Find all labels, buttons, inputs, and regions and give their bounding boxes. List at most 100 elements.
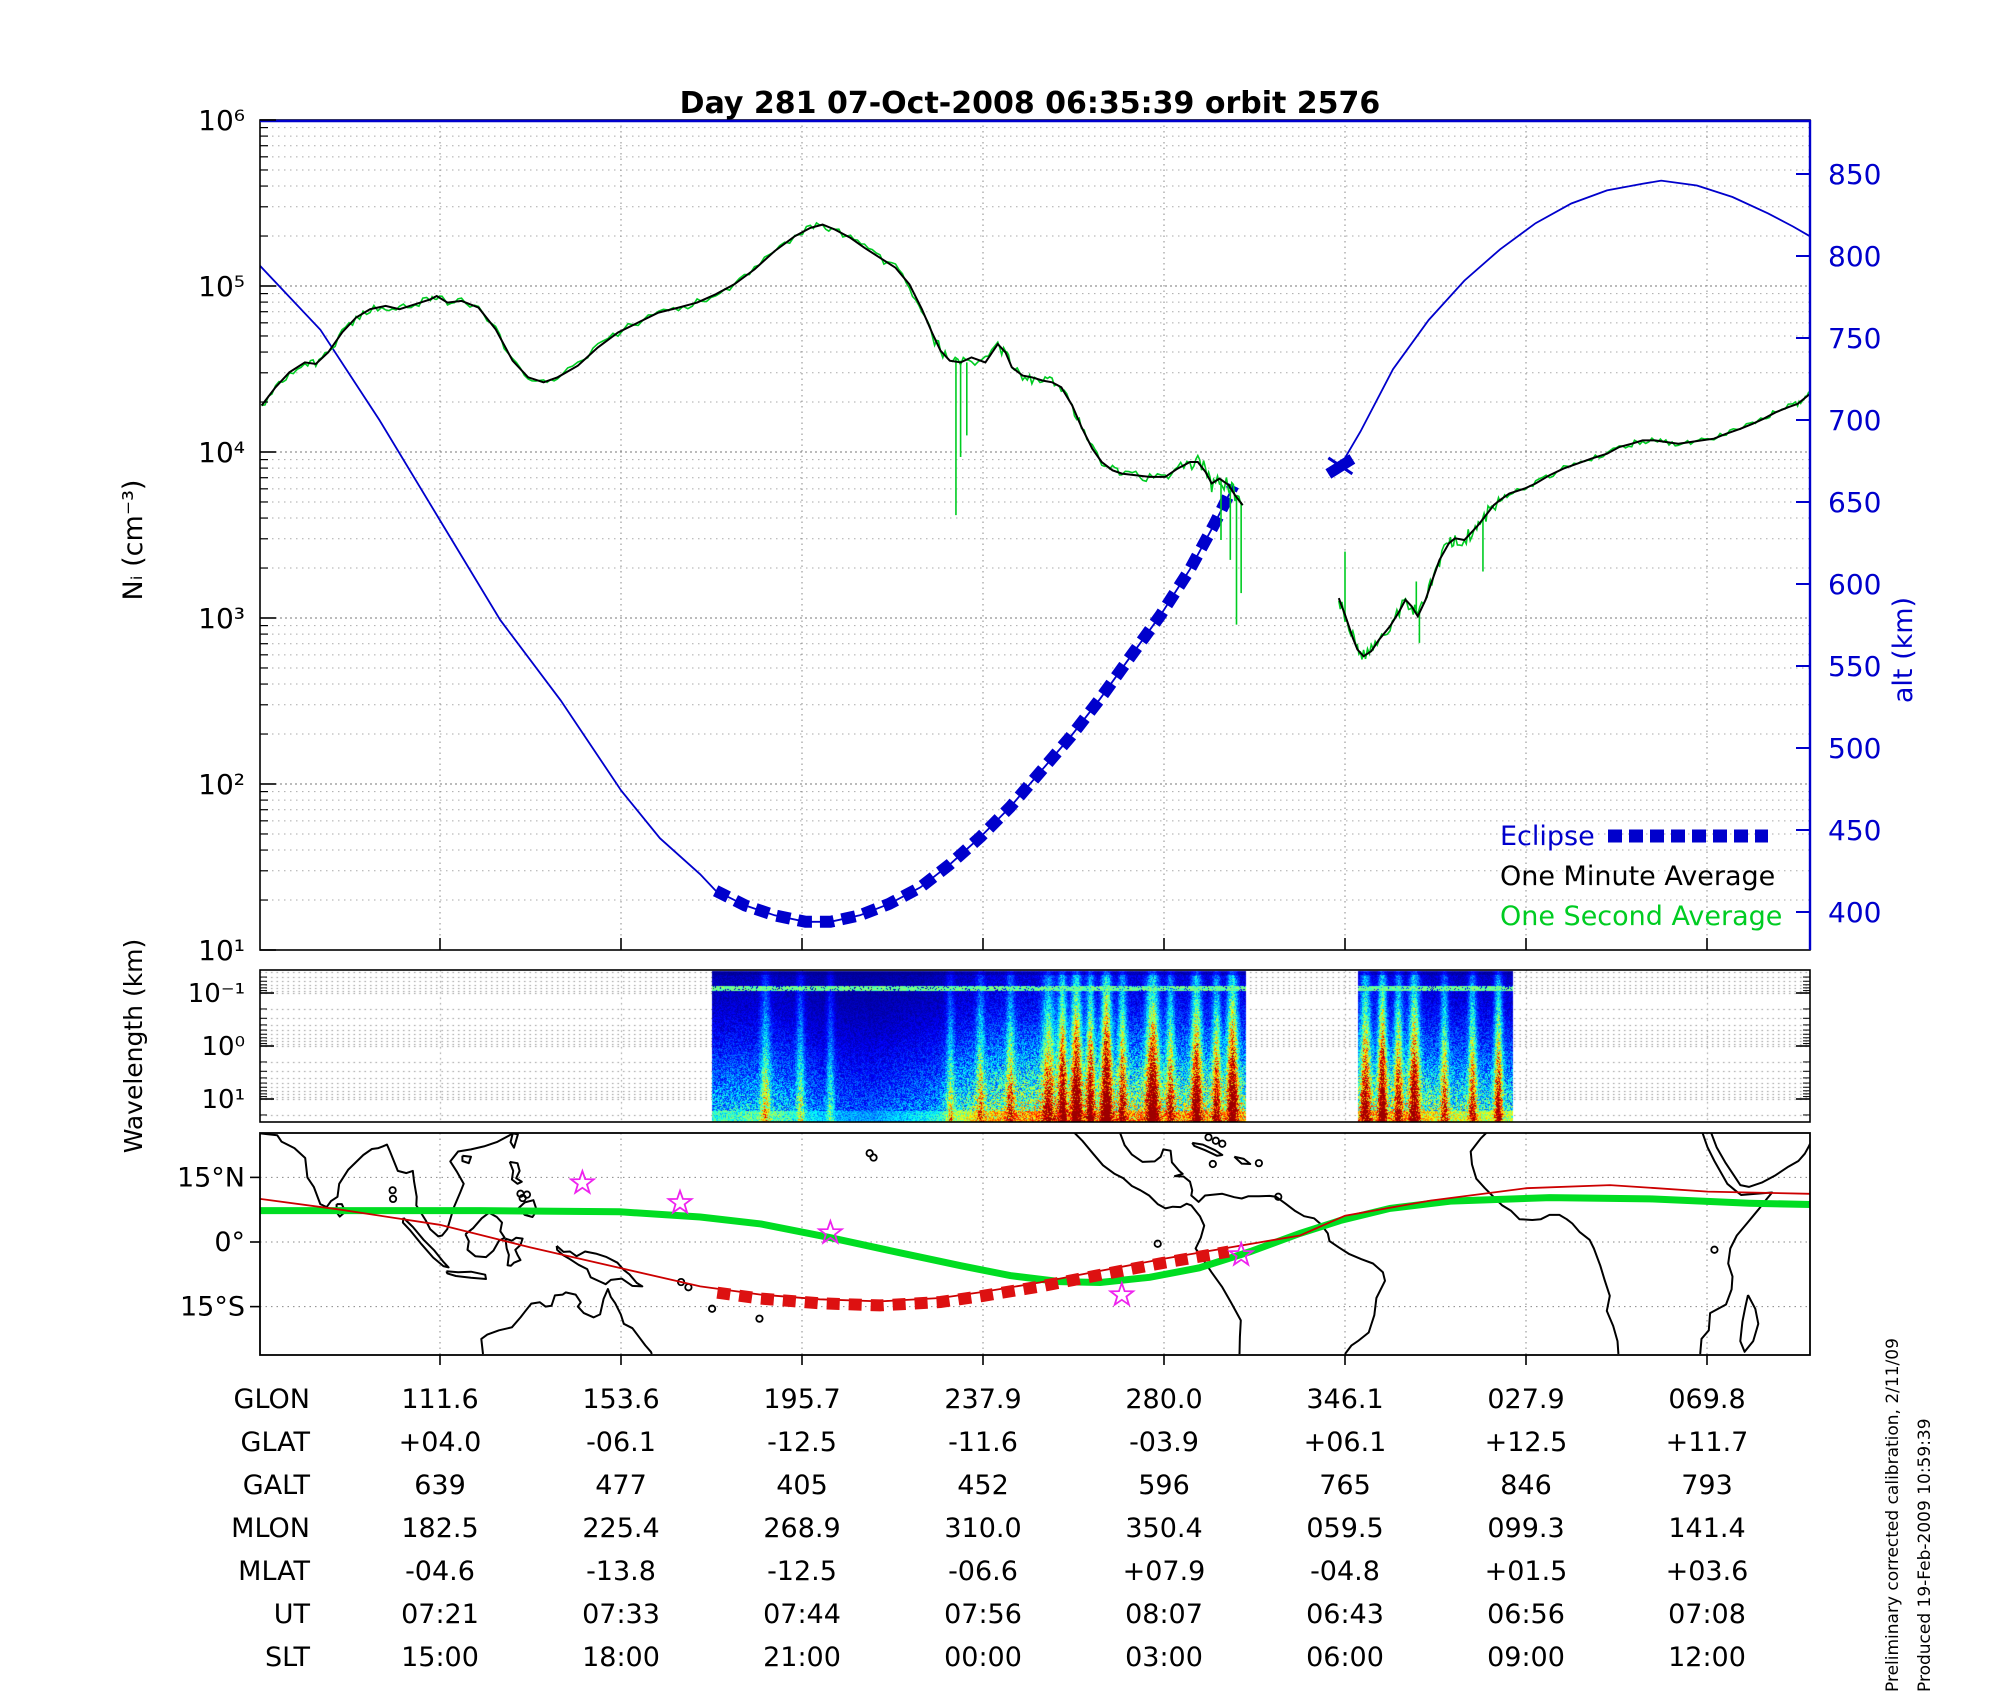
spectrogram-tick-labels: 10⁻¹ 10⁰ 10¹: [188, 979, 245, 1115]
density-tick-label: 10¹: [198, 934, 245, 967]
wavelength-axis-label: Wavelength (km): [119, 939, 148, 1154]
produced-note: Produced 19-Feb-2009 10:59:39: [1915, 1418, 1935, 1692]
table-cell-GALT-1: 477: [595, 1470, 647, 1501]
altitude-tick-label: 750: [1828, 322, 1881, 355]
calibration-note: Preliminary corrected calibration, 2/11/…: [1883, 1338, 1903, 1692]
magnetic-equator-line: [260, 1194, 1810, 1287]
coastline: [1073, 1133, 1242, 1355]
island: [388, 1194, 398, 1204]
coastline: [480, 1288, 653, 1355]
table-cell-MLAT-0: -04.6: [405, 1556, 475, 1587]
table-cell-GLON-3: 237.9: [944, 1384, 1021, 1415]
table-row-label-GALT: GALT: [243, 1470, 311, 1501]
density-tick-label: 10⁵: [198, 270, 245, 303]
table-cell-GALT-5: 765: [1319, 1470, 1371, 1501]
table-cell-UT-7: 07:08: [1668, 1599, 1746, 1630]
table-cell-GLON-5: 346.1: [1306, 1384, 1383, 1415]
table-row-label-MLAT: MLAT: [238, 1556, 310, 1587]
coastline: [1191, 1141, 1224, 1157]
one-second-average-segment1: [261, 221, 1244, 506]
event-star-marker: [568, 1168, 597, 1195]
wavelength-tick-label: 10¹: [201, 1085, 245, 1115]
coastline: [461, 1154, 472, 1165]
coastline: [1233, 1155, 1252, 1165]
density-axis-label: Nᵢ (cm⁻³): [118, 480, 149, 601]
table-cell-GLON-6: 027.9: [1487, 1384, 1564, 1415]
table-cell-MLAT-2: -12.5: [767, 1556, 837, 1587]
table-cell-MLAT-7: +03.6: [1666, 1556, 1749, 1587]
island: [1208, 1159, 1217, 1169]
table-cell-GALT-0: 639: [414, 1470, 466, 1501]
table-cell-MLAT-3: -06.6: [948, 1556, 1018, 1587]
island: [1153, 1239, 1162, 1248]
table-cell-GLAT-7: +11.7: [1666, 1427, 1749, 1458]
coastline: [1119, 1133, 1386, 1355]
table-cell-UT-3: 07:56: [944, 1599, 1022, 1630]
density-tick-label: 10³: [198, 602, 245, 635]
table-cell-MLON-7: 141.4: [1668, 1513, 1745, 1544]
table-cell-MLON-0: 182.5: [401, 1513, 478, 1544]
table-cell-GLAT-0: +04.0: [399, 1427, 482, 1458]
density-panel-tick-labels: 10⁶ 10⁵ 10⁴ 10³ 10² 10¹ 850 800 750 700 650 600 550 5…: [198, 104, 1881, 967]
map-panel-grid: [260, 1133, 1810, 1355]
wavelength-tick-label: 10⁻¹: [188, 979, 245, 1009]
island: [1211, 1136, 1220, 1145]
table-cell-SLT-3: 00:00: [944, 1642, 1022, 1673]
page-title: Day 281 07-Oct-2008 06:35:39 orbit 2576: [680, 86, 1381, 121]
ephemeris-table: GLON 111.6 153.6 195.7 237.9 280.0 346.1 027.9 0…: [231, 1384, 1748, 1673]
legend-item-0: Eclipse: [1500, 821, 1595, 852]
panel-border: [259, 1132, 1811, 1356]
coastline: [509, 1133, 519, 1149]
table-cell-SLT-6: 09:00: [1487, 1642, 1565, 1673]
table-cell-GLAT-3: -11.6: [948, 1427, 1018, 1458]
coastline: [504, 1236, 524, 1267]
density-tick-label: 10²: [198, 768, 245, 801]
table-cell-GALT-3: 452: [957, 1470, 1009, 1501]
island: [1204, 1133, 1213, 1142]
island: [1254, 1159, 1263, 1168]
altitude-tick-label: 600: [1828, 568, 1881, 601]
altitude-tick-label: 800: [1828, 240, 1881, 273]
panel-border: [259, 969, 1811, 1123]
table-cell-MLON-6: 099.3: [1487, 1513, 1564, 1544]
map-lat-label: 15°N: [177, 1162, 245, 1193]
wavelength-tick-label: 10⁰: [201, 1032, 245, 1062]
one-minute-average-segment2: [1337, 393, 1810, 658]
one-minute-average-segment1: [260, 223, 1244, 506]
event-star-marker: [665, 1188, 695, 1215]
legend-item-2: One Second Average: [1500, 901, 1782, 932]
spectrogram-panel-frame: [259, 969, 1811, 1123]
eclipse-dashed-curve: [713, 482, 1239, 928]
table-cell-UT-0: 07:21: [401, 1599, 479, 1630]
table-cell-MLON-1: 225.4: [582, 1513, 659, 1544]
table-cell-UT-4: 08:07: [1125, 1599, 1203, 1630]
coastline: [401, 1217, 450, 1269]
table-cell-MLAT-1: -13.8: [586, 1556, 656, 1587]
island: [707, 1304, 717, 1313]
density-tick-label: 10⁶: [198, 104, 245, 137]
event-star-marker: [1107, 1280, 1136, 1307]
event-star-marker: [1227, 1240, 1256, 1267]
table-cell-GLAT-5: +06.1: [1304, 1427, 1387, 1458]
event-star-marker: [816, 1218, 845, 1245]
table-cell-MLAT-5: -04.8: [1310, 1556, 1380, 1587]
altitude-tick-label: 650: [1828, 486, 1881, 519]
altitude-tick-label: 700: [1828, 404, 1881, 437]
ground-track-eclipse-dashes: [716, 1245, 1230, 1312]
table-cell-MLON-2: 268.9: [763, 1513, 840, 1544]
island: [518, 1193, 527, 1203]
altitude-tick-label: 500: [1828, 732, 1881, 765]
table-cell-MLON-4: 350.4: [1125, 1513, 1202, 1544]
coastline: [1710, 1133, 1810, 1188]
table-row-label-UT: UT: [274, 1599, 311, 1630]
map-tick-labels: 15°N 0° 15°S: [177, 1162, 245, 1322]
table-cell-GLAT-1: -06.1: [586, 1427, 656, 1458]
coastline: [260, 1133, 515, 1238]
density-panel-curves: [260, 179, 1810, 928]
eclipse-exit-marker-cross: [1327, 456, 1354, 476]
table-cell-SLT-5: 06:00: [1306, 1642, 1384, 1673]
coastline: [555, 1245, 644, 1288]
table-cell-GLON-1: 153.6: [582, 1384, 659, 1415]
